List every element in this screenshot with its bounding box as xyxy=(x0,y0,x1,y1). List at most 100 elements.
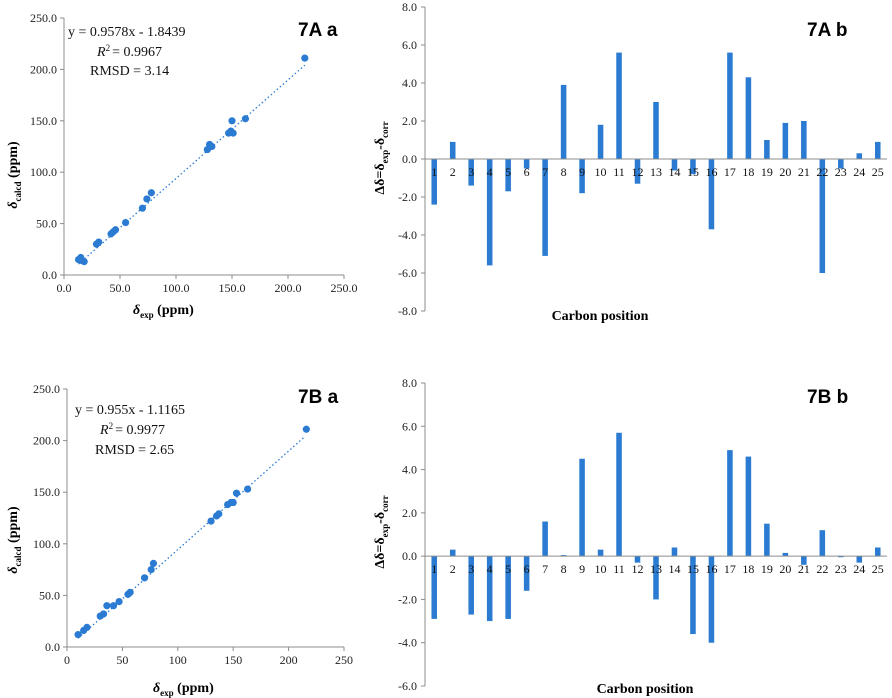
data-point xyxy=(229,129,237,137)
category-label: 15 xyxy=(687,562,699,576)
category-label: 14 xyxy=(668,562,680,576)
data-point xyxy=(122,218,130,227)
y-axis-title: δcalcd (ppm) xyxy=(6,506,23,574)
bar xyxy=(616,52,622,159)
y-tick-label: 50.0 xyxy=(36,217,57,231)
bar xyxy=(745,77,752,159)
category-label: 11 xyxy=(613,165,625,179)
x-tick-label: 250 xyxy=(335,653,353,667)
bar xyxy=(431,556,438,619)
bar xyxy=(579,159,585,194)
data-point xyxy=(149,559,158,568)
category-label: 13 xyxy=(650,165,662,179)
bar xyxy=(856,556,863,563)
category-label: 3 xyxy=(468,562,474,576)
y-tick-label: -4.0 xyxy=(398,636,417,650)
category-label: 23 xyxy=(835,165,847,179)
r-squared-value: = 0.9967 xyxy=(112,45,162,60)
category-label: 16 xyxy=(705,562,717,576)
bar xyxy=(542,521,548,557)
data-point xyxy=(207,517,215,525)
x-axis-title: δexp (ppm) xyxy=(153,681,214,698)
y-tick-label: 6.0 xyxy=(402,419,417,433)
bar xyxy=(597,124,604,159)
y-tick-label: 250.0 xyxy=(33,382,60,396)
panel-label: 7A b xyxy=(807,20,847,41)
data-point xyxy=(83,623,91,631)
category-label: 17 xyxy=(724,562,736,576)
category-label: 9 xyxy=(579,562,585,576)
category-label: 3 xyxy=(468,165,474,179)
category-label: 12 xyxy=(632,165,644,179)
category-label: 17 xyxy=(724,165,736,179)
category-label: 25 xyxy=(872,562,884,576)
category-label: 24 xyxy=(853,562,865,576)
data-point xyxy=(244,485,252,493)
bar xyxy=(468,556,474,615)
y-tick-label: -6.0 xyxy=(398,266,417,280)
data-point xyxy=(111,226,120,234)
category-label: 8 xyxy=(561,562,567,576)
category-label: 24 xyxy=(853,165,865,179)
x-tick-label: 200.0 xyxy=(275,281,302,295)
x-tick-label: 0.0 xyxy=(57,281,72,295)
y-tick-label: 2.0 xyxy=(402,114,417,128)
bar xyxy=(708,159,715,230)
bar xyxy=(505,556,511,619)
bar xyxy=(542,159,548,256)
data-point xyxy=(301,54,309,62)
panel-label: 7A a xyxy=(298,20,338,41)
category-label: 23 xyxy=(835,562,847,576)
bar xyxy=(801,121,807,159)
category-label: 1 xyxy=(431,562,437,576)
r-squared-symbol: R xyxy=(99,423,109,438)
data-point xyxy=(95,238,103,246)
data-point xyxy=(147,566,155,574)
category-label: 5 xyxy=(505,562,511,576)
bar xyxy=(708,556,715,643)
y-tick-label: 150.0 xyxy=(30,114,57,128)
bar xyxy=(819,159,826,273)
r-squared: R2 = 0.9967 xyxy=(96,43,162,60)
bar xyxy=(486,159,493,266)
bar xyxy=(690,159,696,175)
category-label: 7 xyxy=(542,165,548,179)
rmsd-label: RMSD = 2.65 xyxy=(95,443,174,458)
bar xyxy=(727,450,733,557)
data-point xyxy=(115,597,123,606)
category-label: 19 xyxy=(761,165,773,179)
y-tick-label: 2.0 xyxy=(402,506,417,520)
data-point xyxy=(241,115,250,123)
category-label: 20 xyxy=(779,165,791,179)
data-point xyxy=(138,204,146,212)
y-tick-label: -2.0 xyxy=(398,190,417,204)
y-tick-label: 4.0 xyxy=(402,463,417,477)
bar xyxy=(616,432,622,557)
bar xyxy=(431,159,438,205)
regression-equation: y = 0.955x - 1.1165 xyxy=(75,403,185,418)
x-tick-label: 50 xyxy=(116,653,128,667)
panel-label: 7B b xyxy=(807,387,848,408)
panel-label: 7B a xyxy=(298,387,339,408)
y-tick-label: 8.0 xyxy=(402,0,417,14)
data-point xyxy=(99,610,108,618)
bar-panel-7B-b: 7B b Carbon position Δδ=δexp-δcorr -6.0 -… xyxy=(373,376,887,697)
category-label: 18 xyxy=(742,562,754,576)
bar xyxy=(727,52,733,159)
y-axis-title: Δδ=δexp-δcorr xyxy=(373,121,390,194)
y-tick-label: 4.0 xyxy=(402,76,417,90)
y-tick-label: 250.0 xyxy=(30,11,57,25)
bar xyxy=(874,141,881,159)
bar xyxy=(819,530,826,557)
bar xyxy=(560,555,567,557)
y-tick-label: 6.0 xyxy=(402,38,417,52)
category-label: 4 xyxy=(487,165,493,179)
category-label: 12 xyxy=(632,562,644,576)
bar xyxy=(838,159,844,169)
category-label: 13 xyxy=(650,562,662,576)
rmsd-label: RMSD = 3.14 xyxy=(90,64,169,79)
category-label: 21 xyxy=(798,562,810,576)
category-label: 15 xyxy=(687,165,699,179)
bar xyxy=(505,159,511,192)
data-point xyxy=(143,195,151,203)
